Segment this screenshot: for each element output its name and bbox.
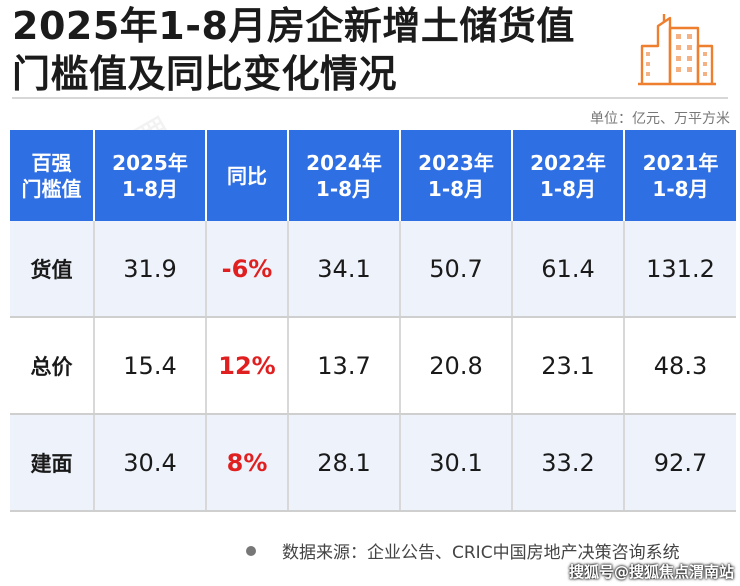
source-text: 数据来源：企业公告、CRIC中国房地产决策咨询系统 bbox=[282, 543, 680, 563]
page-title: 2025年1-8月房企新增土储货值 门槛值及同比变化情况 bbox=[12, 2, 612, 98]
threshold-table: 百强 门槛值 2025年 1-8月 同比 2024年 1-8月 2023年 1-… bbox=[10, 130, 736, 512]
row-label: 建面 bbox=[10, 414, 94, 512]
yoy-cell: -6% bbox=[205, 221, 288, 318]
title-line-2: 门槛值及同比变化情况 bbox=[12, 52, 398, 96]
yoy-cell: 12% bbox=[205, 317, 288, 415]
column-header: 2024年 1-8月 bbox=[287, 130, 400, 221]
table-cell: 15.4 bbox=[93, 317, 206, 415]
column-header: 2025年 1-8月 bbox=[93, 130, 206, 221]
row-label: 总价 bbox=[10, 317, 94, 415]
table-cell: 131.2 bbox=[623, 221, 736, 318]
table-row: 货值 31.9 -6% 34.1 50.7 61.4 131.2 bbox=[10, 221, 736, 318]
table-cell: 20.8 bbox=[399, 317, 512, 415]
table-cell: 13.7 bbox=[287, 317, 400, 415]
table-row: 建面 30.4 8% 28.1 30.1 33.2 92.7 bbox=[10, 414, 736, 512]
table-cell: 28.1 bbox=[287, 414, 400, 512]
bullet-dot-icon bbox=[246, 545, 256, 556]
table-cell: 30.1 bbox=[399, 414, 512, 512]
table-cell: 31.9 bbox=[93, 221, 206, 318]
title-divider bbox=[12, 97, 728, 99]
table-header-row: 百强 门槛值 2025年 1-8月 同比 2024年 1-8月 2023年 1-… bbox=[10, 130, 736, 221]
column-header: 2022年 1-8月 bbox=[511, 130, 624, 221]
table-cell: 23.1 bbox=[511, 317, 624, 415]
building-icon bbox=[638, 14, 716, 86]
row-label: 货值 bbox=[10, 221, 94, 318]
table-cell: 30.4 bbox=[93, 414, 206, 512]
table-cell: 34.1 bbox=[287, 221, 400, 318]
unit-label: 单位：亿元、万平方米 bbox=[590, 111, 730, 127]
column-header: 2021年 1-8月 bbox=[623, 130, 736, 221]
table-cell: 48.3 bbox=[623, 317, 736, 415]
sohu-watermark: 搜狐号@搜狐焦点渭南站 bbox=[568, 563, 734, 581]
table-cell: 61.4 bbox=[511, 221, 624, 318]
column-header: 2023年 1-8月 bbox=[399, 130, 512, 221]
title-line-1: 2025年1-8月房企新增土储货值 bbox=[12, 4, 575, 48]
column-header: 同比 bbox=[205, 130, 288, 221]
table-cell: 50.7 bbox=[399, 221, 512, 318]
column-header: 百强 门槛值 bbox=[10, 130, 94, 221]
table-row: 总价 15.4 12% 13.7 20.8 23.1 48.3 bbox=[10, 317, 736, 415]
table-cell: 92.7 bbox=[623, 414, 736, 512]
table-cell: 33.2 bbox=[511, 414, 624, 512]
source-footer: 数据来源：企业公告、CRIC中国房地产决策咨询系统 bbox=[246, 538, 680, 563]
yoy-cell: 8% bbox=[205, 414, 288, 512]
